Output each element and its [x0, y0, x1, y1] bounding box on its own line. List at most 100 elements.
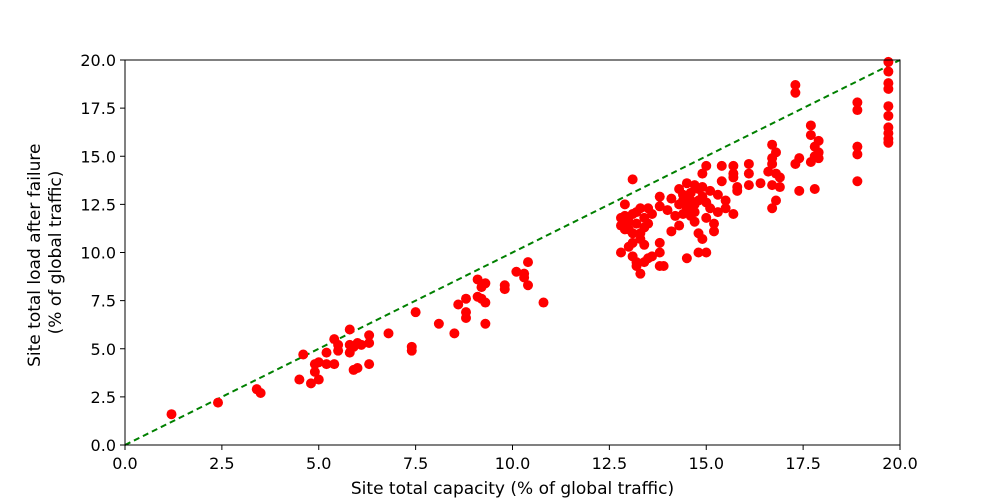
data-point — [771, 147, 781, 158]
data-point — [701, 247, 712, 258]
data-point — [883, 56, 894, 67]
y-tick-label: 2.5 — [91, 388, 116, 407]
data-point — [771, 195, 781, 206]
data-point — [654, 237, 665, 248]
data-point — [499, 284, 510, 295]
data-point — [883, 110, 894, 121]
y-axis-label-line2: (% of global traffic) — [46, 171, 66, 335]
data-point — [852, 141, 863, 152]
data-point — [774, 182, 785, 193]
y-tick-label: 10.0 — [80, 244, 116, 263]
data-point — [805, 120, 816, 131]
data-point — [321, 359, 332, 370]
data-point — [813, 135, 824, 146]
data-point — [654, 247, 665, 258]
x-axis-label: Site total capacity (% of global traffic… — [351, 479, 674, 499]
data-points — [166, 56, 894, 420]
data-point — [720, 203, 731, 214]
data-point — [523, 280, 533, 291]
data-point — [701, 212, 712, 223]
data-point — [767, 180, 778, 191]
data-point — [449, 328, 460, 339]
data-point — [774, 172, 785, 183]
data-point — [329, 359, 340, 370]
x-tick-label: 0.0 — [112, 454, 137, 473]
x-tick-label: 5.0 — [306, 454, 331, 473]
x-tick-label: 15.0 — [688, 454, 724, 473]
data-point — [705, 185, 716, 196]
data-point — [813, 153, 824, 164]
data-point — [321, 347, 332, 358]
data-point — [670, 210, 681, 221]
x-tick-label: 2.5 — [209, 454, 234, 473]
data-point — [697, 234, 708, 245]
data-point — [805, 130, 816, 141]
data-point — [627, 237, 638, 248]
data-point — [627, 174, 638, 185]
data-point — [666, 193, 677, 204]
data-point — [681, 203, 692, 214]
data-point — [453, 299, 464, 310]
data-point — [410, 307, 421, 318]
data-point — [712, 189, 723, 200]
data-point — [716, 176, 727, 187]
data-point — [364, 330, 375, 341]
data-point — [480, 278, 491, 289]
data-point — [693, 247, 704, 258]
data-point — [709, 218, 719, 229]
data-point — [480, 318, 491, 329]
data-point — [344, 324, 355, 335]
y-tick-label: 20.0 — [80, 51, 116, 70]
data-point — [755, 178, 766, 189]
y-axis-ticks: 0.0 2.5 5.0 7.5 10.0 12.5 15.0 17.5 20.0 — [80, 51, 125, 455]
data-point — [705, 203, 716, 214]
data-point — [728, 209, 739, 219]
data-point — [623, 216, 634, 227]
data-point — [639, 239, 650, 250]
data-point — [480, 297, 491, 308]
data-point — [689, 216, 700, 227]
data-point — [654, 201, 665, 212]
data-point — [511, 266, 522, 277]
data-point — [383, 328, 394, 339]
data-point — [352, 363, 363, 373]
data-point — [333, 345, 344, 356]
data-point — [647, 251, 657, 262]
data-point — [883, 101, 894, 112]
data-point — [681, 178, 692, 189]
y-axis-label-line1: Site total load after failure — [25, 144, 45, 367]
data-point — [213, 397, 223, 408]
data-point — [790, 87, 801, 98]
data-point — [519, 272, 530, 283]
x-axis-ticks: 0.0 2.5 5.0 7.5 10.0 12.5 15.0 17.5 20.0 — [112, 445, 918, 473]
reference-diagonal-line — [124, 59, 901, 446]
data-point — [743, 158, 754, 169]
data-point — [635, 203, 646, 214]
data-point — [767, 158, 778, 169]
data-point — [662, 205, 673, 216]
data-point — [681, 253, 692, 264]
data-point — [523, 257, 533, 268]
data-point — [883, 83, 894, 94]
y-tick-label: 7.5 — [91, 292, 116, 311]
data-point — [790, 80, 801, 91]
data-point — [763, 166, 774, 177]
data-point — [647, 209, 657, 219]
data-point — [298, 349, 309, 360]
x-tick-label: 10.0 — [495, 454, 531, 473]
data-point — [309, 366, 320, 377]
data-point — [852, 97, 863, 108]
data-point — [406, 341, 417, 352]
data-point — [728, 160, 739, 171]
y-tick-label: 15.0 — [80, 147, 116, 166]
data-point — [709, 226, 719, 237]
data-point — [461, 312, 471, 323]
data-point — [294, 374, 305, 385]
data-point — [883, 137, 894, 148]
data-point — [697, 168, 708, 179]
y-tick-label: 5.0 — [91, 340, 116, 359]
data-point — [794, 153, 805, 164]
data-point — [701, 160, 712, 171]
data-point — [166, 409, 177, 420]
